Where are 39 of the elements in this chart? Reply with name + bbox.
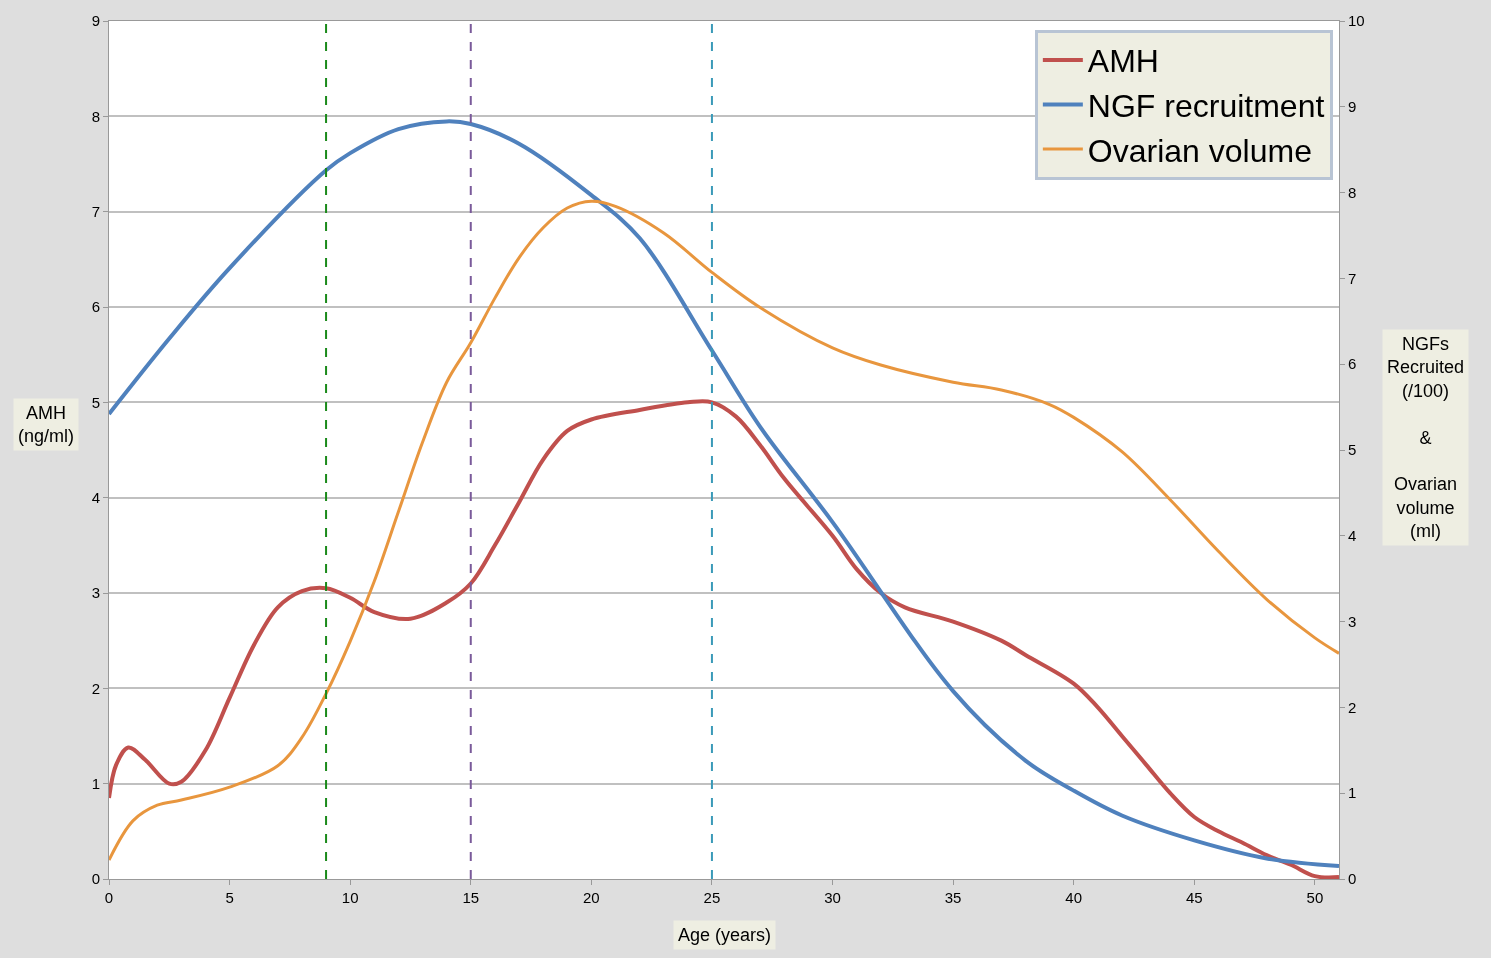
x-tick-label: 30: [824, 889, 841, 906]
y-tick-label: 9: [91, 12, 100, 30]
y2-tick-label: 0: [1348, 870, 1357, 888]
y-tick-label: 1: [91, 774, 100, 792]
line-series: [109, 399, 1339, 879]
y-tick-label: 8: [91, 107, 100, 125]
y-tick-label: 7: [91, 202, 100, 220]
x-tick-label: 45: [1185, 889, 1203, 906]
y2-tick-label: 10: [1348, 12, 1365, 30]
x-tick-label: 35: [944, 889, 962, 906]
y-tick-label: 3: [91, 584, 100, 602]
y2-tick-label: 8: [1348, 183, 1357, 201]
y2-tick-label: 4: [1348, 527, 1357, 545]
y-axis-title: AMH (ng/ml): [18, 403, 75, 447]
y2-tick-label: 2: [1348, 698, 1357, 716]
x-tick-label: 25: [703, 889, 721, 906]
x-tick-label: 5: [225, 889, 234, 906]
x-tick-label: 15: [462, 889, 480, 906]
x-tick-label: 10: [341, 889, 359, 906]
y-tick-label: 0: [91, 870, 100, 888]
y-tick-label: 6: [91, 298, 100, 316]
y2-tick-label: 5: [1348, 441, 1357, 459]
x-tick-label: 40: [1065, 889, 1083, 906]
y2-tick-label: 9: [1348, 98, 1357, 116]
y2-tick-label: 1: [1348, 784, 1357, 802]
y2-tick-label: 3: [1348, 612, 1357, 630]
y2-tick-label: 7: [1348, 269, 1357, 287]
legend-label: AMH: [1087, 43, 1159, 80]
legend-label: NGF recruitment: [1087, 87, 1325, 124]
x-tick-label: 0: [104, 889, 114, 906]
y-tick-label: 5: [91, 393, 100, 411]
legend-label: Ovarian volume: [1087, 132, 1312, 169]
y2-tick-label: 6: [1348, 355, 1357, 373]
x-axis-title: Age (years): [678, 925, 772, 945]
y-tick-label: 2: [91, 679, 100, 697]
text: NGFs Recruited (/100) & Ovarian volume (ml): [1387, 334, 1465, 542]
x-tick-label: 50: [1306, 889, 1324, 906]
y-tick-label: 4: [91, 488, 100, 506]
x-tick-label: 20: [583, 889, 600, 906]
